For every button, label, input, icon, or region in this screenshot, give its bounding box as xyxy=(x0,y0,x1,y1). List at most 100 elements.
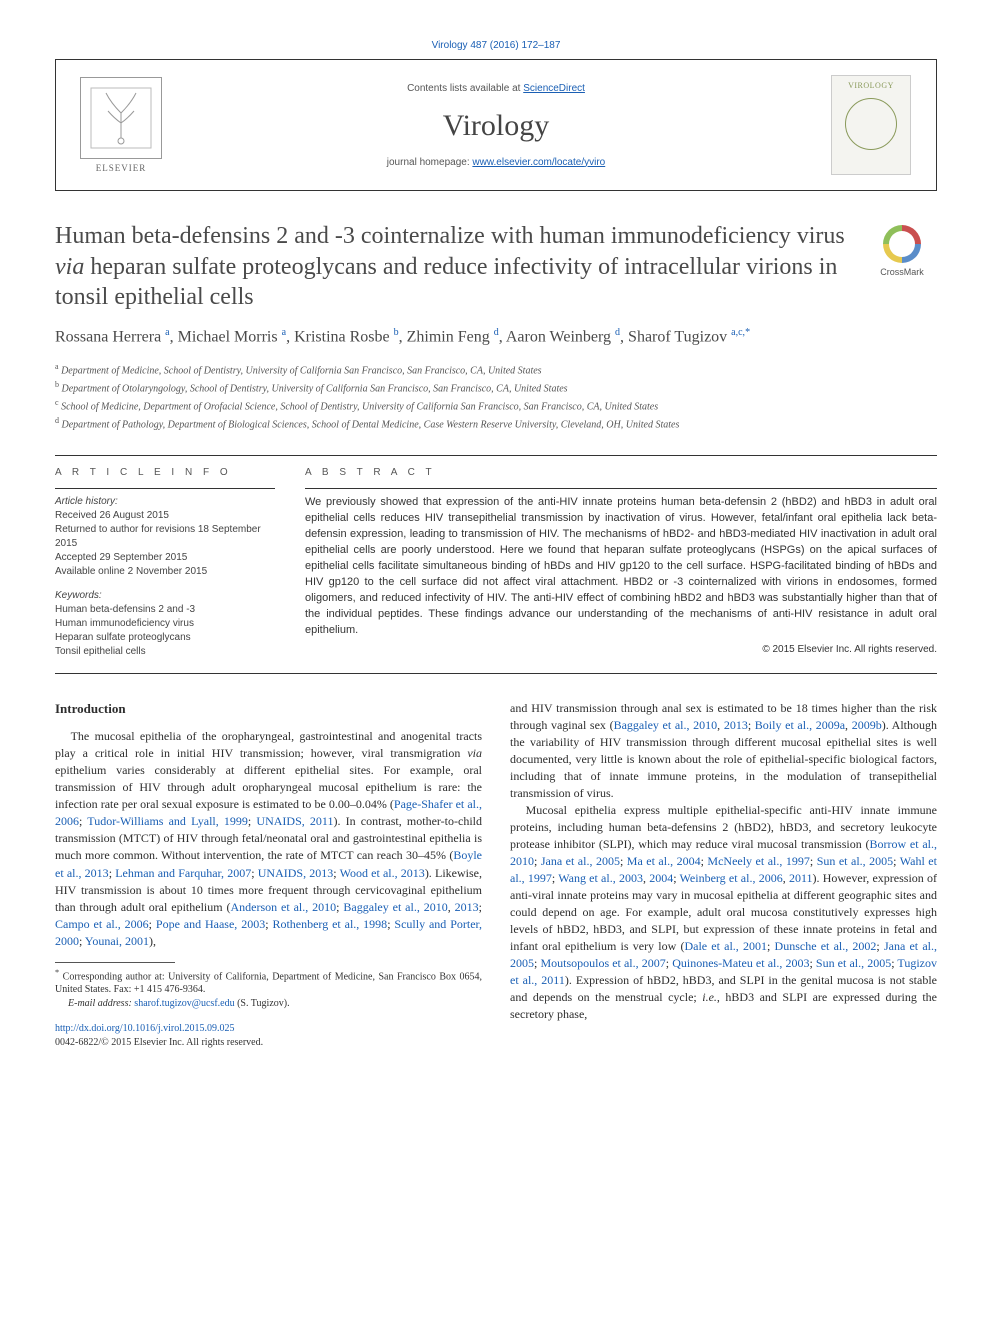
corresponding-star[interactable]: * xyxy=(745,327,750,338)
footnote-block: * Corresponding author at: University of… xyxy=(55,967,482,1011)
affiliation-c: School of Medicine, Department of Orofac… xyxy=(61,401,658,412)
author-6-aff[interactable]: a,c, xyxy=(731,327,745,338)
keyword-2: Human immunodeficiency virus xyxy=(55,617,275,631)
issn-copyright: 0042-6822/© 2015 Elsevier Inc. All right… xyxy=(55,1036,482,1050)
header-center: Contents lists available at ScienceDirec… xyxy=(186,60,806,190)
keyword-4: Tonsil epithelial cells xyxy=(55,645,275,659)
ref-mcneely-1997[interactable]: McNeely et al., 1997 xyxy=(707,854,809,868)
author-3-aff[interactable]: b xyxy=(394,327,399,338)
ref-jana-2005[interactable]: Jana et al., 2005 xyxy=(541,854,620,868)
affiliation-list: a Department of Medicine, School of Dent… xyxy=(55,361,937,432)
history-head: Article history: xyxy=(55,495,275,509)
author-4: Zhimin Feng xyxy=(407,328,490,345)
affiliation-d: Department of Pathology, Department of B… xyxy=(62,419,680,430)
ref-sun-2005[interactable]: Sun et al., 2005 xyxy=(817,854,893,868)
p3-t3-italic: i.e. xyxy=(702,990,717,1004)
ref-quinones-2003[interactable]: Quinones-Mateu et al., 2003 xyxy=(672,956,809,970)
ref-unaids-2011[interactable]: UNAIDS, 2011 xyxy=(256,814,333,828)
email-line: E-mail address: sharof.tugizov@ucsf.edu … xyxy=(55,997,482,1011)
title-part-c: heparan sulfate proteoglycans and reduce… xyxy=(55,254,837,311)
author-3: Kristina Rosbe xyxy=(294,328,390,345)
crossmark-icon xyxy=(883,225,921,263)
returned-date: Returned to author for revisions 18 Sept… xyxy=(55,523,275,551)
homepage-link[interactable]: www.elsevier.com/locate/yviro xyxy=(472,157,605,168)
introduction-head: Introduction xyxy=(55,700,482,718)
ref-anderson-2010[interactable]: Anderson et al., 2010 xyxy=(230,900,336,914)
journal-header: ELSEVIER Contents lists available at Sci… xyxy=(55,59,937,191)
ref-wang-2003[interactable]: Wang et al., 2003 xyxy=(558,871,643,885)
abstract-head: A B S T R A C T xyxy=(305,466,937,481)
intro-para-2: and HIV transmission through anal sex is… xyxy=(510,700,937,802)
article-info-block: A R T I C L E I N F O Article history: R… xyxy=(55,466,275,659)
p1-t5: ), xyxy=(149,934,156,948)
corresponding-email[interactable]: sharof.tugizov@ucsf.edu xyxy=(134,998,234,1009)
ref-moutsopoulos-2007[interactable]: Moutsopoulos et al., 2007 xyxy=(540,956,665,970)
article-title: Human beta-defensins 2 and -3 cointernal… xyxy=(55,221,847,313)
ref-unaids-2013[interactable]: UNAIDS, 2013 xyxy=(258,866,334,880)
keyword-1: Human beta-defensins 2 and -3 xyxy=(55,603,275,617)
ref-wood-2013[interactable]: Wood et al., 2013 xyxy=(340,866,425,880)
author-5: Aaron Weinberg xyxy=(506,328,611,345)
corresponding-note: * Corresponding author at: University of… xyxy=(55,967,482,997)
ref-weinberg-2011[interactable]: 2011 xyxy=(789,871,813,885)
footnote-rule xyxy=(55,962,175,963)
author-list: Rossana Herrera a, Michael Morris a, Kri… xyxy=(55,325,937,349)
author-6: Sharof Tugizov xyxy=(628,328,727,345)
doi-link[interactable]: http://dx.doi.org/10.1016/j.virol.2015.0… xyxy=(55,1023,235,1034)
author-1: Rossana Herrera xyxy=(55,328,161,345)
article-info-head: A R T I C L E I N F O xyxy=(55,466,275,480)
author-2-aff[interactable]: a xyxy=(282,327,286,338)
author-5-aff[interactable]: d xyxy=(615,327,620,338)
ref-weinberg-2006[interactable]: Weinberg et al., 2006 xyxy=(680,871,783,885)
ref-baggaley-2013b[interactable]: 2013 xyxy=(724,718,748,732)
author-4-aff[interactable]: d xyxy=(494,327,499,338)
sciencedirect-link[interactable]: ScienceDirect xyxy=(523,83,585,94)
homepage-line: journal homepage: www.elsevier.com/locat… xyxy=(387,157,605,168)
ref-baggaley-2010[interactable]: Baggaley et al., 2010 xyxy=(343,900,447,914)
keyword-3: Heparan sulfate proteoglycans xyxy=(55,631,275,645)
ref-tudor-williams-1999[interactable]: Tudor-Williams and Lyall, 1999 xyxy=(87,814,248,828)
journal-name: Virology xyxy=(443,109,550,143)
ref-baggaley-2013[interactable]: 2013 xyxy=(455,900,479,914)
homepage-prefix: journal homepage: xyxy=(387,157,473,168)
ref-younai-2001[interactable]: Younai, 2001 xyxy=(85,934,149,948)
top-citation: Virology 487 (2016) 172–187 xyxy=(55,40,937,51)
ref-wang-2004[interactable]: 2004 xyxy=(649,871,673,885)
ref-ma-2004[interactable]: Ma et al., 2004 xyxy=(627,854,701,868)
publisher-logo-block: ELSEVIER xyxy=(56,60,186,190)
ref-sun-2005b[interactable]: Sun et al., 2005 xyxy=(816,956,891,970)
title-part-a: Human beta-defensins 2 and -3 cointernal… xyxy=(55,223,845,249)
p1-t1: The mucosal epithelia of the oropharynge… xyxy=(55,729,482,760)
publisher-label: ELSEVIER xyxy=(96,163,147,173)
crossmark-label: CrossMark xyxy=(880,267,924,277)
journal-cover-block: VIROLOGY xyxy=(806,60,936,190)
author-1-aff[interactable]: a xyxy=(165,327,169,338)
elsevier-tree-icon xyxy=(80,77,162,159)
journal-cover: VIROLOGY xyxy=(831,75,911,175)
cover-art-icon xyxy=(845,98,897,150)
ref-rothenberg-1998[interactable]: Rothenberg et al., 1998 xyxy=(272,917,387,931)
title-italic: via xyxy=(55,254,84,280)
abstract-text: We previously showed that expression of … xyxy=(305,495,937,638)
ref-campo-2006[interactable]: Campo et al., 2006 xyxy=(55,917,149,931)
corresponding-text: Corresponding author at: University of C… xyxy=(55,971,482,996)
cover-title: VIROLOGY xyxy=(848,81,894,90)
abstract-copyright: © 2015 Elsevier Inc. All rights reserved… xyxy=(305,643,937,658)
ref-pope-2003[interactable]: Pope and Haase, 2003 xyxy=(156,917,265,931)
online-date: Available online 2 November 2015 xyxy=(55,565,275,579)
intro-para-1: The mucosal epithelia of the oropharynge… xyxy=(55,728,482,949)
affiliation-b: Department of Otolaryngology, School of … xyxy=(62,384,568,395)
crossmark-widget[interactable]: CrossMark xyxy=(867,221,937,277)
ref-boily-2009a[interactable]: Boily et al., 2009a xyxy=(755,718,845,732)
keywords-head: Keywords: xyxy=(55,589,275,603)
ref-baggaley-2010b[interactable]: Baggaley et al., 2010 xyxy=(614,718,718,732)
ref-lehman-2007[interactable]: Lehman and Farquhar, 2007 xyxy=(115,866,251,880)
ref-boily-2009b[interactable]: 2009b xyxy=(852,718,882,732)
body-columns: Introduction The mucosal epithelia of th… xyxy=(55,700,937,1050)
ref-dale-2001[interactable]: Dale et al., 2001 xyxy=(684,939,767,953)
affiliation-a: Department of Medicine, School of Dentis… xyxy=(61,366,542,377)
received-date: Received 26 August 2015 xyxy=(55,509,275,523)
ref-dunsche-2002[interactable]: Dunsche et al., 2002 xyxy=(775,939,877,953)
author-2: Michael Morris xyxy=(178,328,278,345)
p1-t1-italic: via xyxy=(467,746,482,760)
